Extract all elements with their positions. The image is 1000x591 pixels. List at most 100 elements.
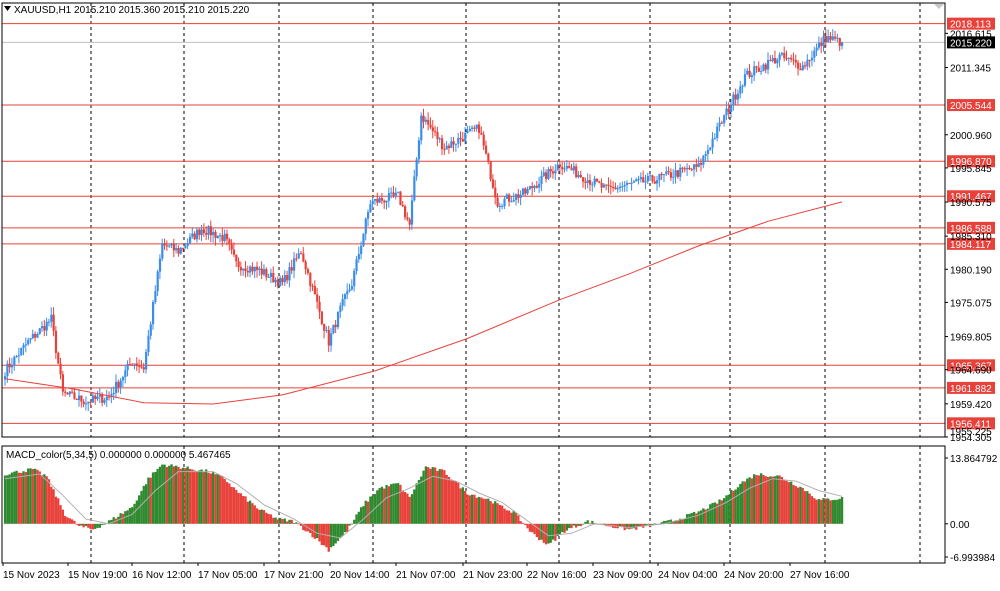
candle-body xyxy=(147,335,150,352)
candle-body xyxy=(563,168,566,170)
candle-body xyxy=(582,177,585,182)
candle-body xyxy=(570,168,573,171)
candle-body xyxy=(757,67,760,72)
macd-bar xyxy=(22,471,25,524)
candle-body xyxy=(209,226,212,236)
candle-body xyxy=(279,277,282,287)
macd-bar xyxy=(163,464,166,524)
candle-body xyxy=(827,36,830,42)
macd-bar xyxy=(68,518,71,524)
candle-body xyxy=(575,166,578,178)
macd-bar xyxy=(750,478,754,524)
macd-bar xyxy=(313,523,317,539)
time-tick-label: 15 Nov 19:00 xyxy=(68,570,128,581)
candle-body xyxy=(214,231,217,238)
candle-body xyxy=(36,334,39,338)
macd-bar xyxy=(131,507,134,524)
candle-body xyxy=(815,47,818,51)
candle-body xyxy=(80,395,83,402)
macd-bar xyxy=(380,486,384,524)
candle-body xyxy=(66,392,69,395)
candle-body xyxy=(131,364,134,366)
macd-bar xyxy=(255,508,259,524)
candle-body xyxy=(699,163,703,165)
candle-body xyxy=(369,204,372,213)
macd-bar xyxy=(177,466,180,524)
candle-body xyxy=(556,164,559,171)
time-tick-label: 21 Nov 23:00 xyxy=(463,570,523,581)
macd-bar xyxy=(815,499,818,524)
candle-body xyxy=(625,182,629,185)
candle-body xyxy=(656,180,659,184)
level-label-box xyxy=(947,237,995,250)
macd-bar xyxy=(755,475,758,524)
macd-bar xyxy=(20,472,23,524)
candle-body xyxy=(528,186,532,190)
level-label-box xyxy=(947,359,995,372)
macd-bar xyxy=(549,523,552,543)
candle-body xyxy=(325,329,328,331)
candle-body xyxy=(457,138,460,144)
candle-body xyxy=(288,267,291,281)
macd-bar xyxy=(780,477,784,524)
candle-body xyxy=(434,131,437,133)
macd-bar xyxy=(422,470,425,524)
candle-body xyxy=(154,291,157,302)
candle-body xyxy=(792,59,795,61)
candle-body xyxy=(658,173,661,181)
candle-body xyxy=(265,269,268,278)
candle-body xyxy=(341,299,344,306)
candle-body xyxy=(829,36,832,40)
candle-body xyxy=(96,396,99,399)
candle-body xyxy=(718,122,721,127)
macd-bar xyxy=(827,498,830,524)
macd-bar xyxy=(813,498,816,524)
macd-bar xyxy=(551,523,555,540)
chart-header[interactable]: XAUUSD,H1 2015.210 2015.360 2015.210 201… xyxy=(4,5,250,16)
macd-bar xyxy=(727,494,730,524)
macd-bar xyxy=(10,472,14,524)
candle-body xyxy=(672,176,675,178)
shift-marker-icon[interactable] xyxy=(934,4,944,9)
macd-bar xyxy=(17,472,21,524)
macd-bar xyxy=(170,464,173,524)
level-label: 1956.411 xyxy=(950,419,991,430)
macd-bar xyxy=(565,523,569,531)
macd-bar xyxy=(790,481,793,524)
macd-bar xyxy=(660,522,663,524)
macd-bar xyxy=(526,523,529,529)
candle-body xyxy=(334,324,337,328)
candle-body xyxy=(491,179,495,188)
candle-body xyxy=(260,268,263,275)
candle-body xyxy=(609,185,612,187)
macd-bar xyxy=(378,488,381,524)
macd-bar xyxy=(424,466,428,524)
candle-body xyxy=(237,261,240,268)
candle-body xyxy=(607,184,610,186)
candle-body xyxy=(401,204,404,207)
macd-bar xyxy=(496,503,499,524)
candle-body xyxy=(817,42,821,48)
price-tick-label: 2016.615 xyxy=(950,29,992,40)
candle-body xyxy=(390,192,393,194)
candle-body xyxy=(297,253,300,259)
candle-body xyxy=(410,200,414,225)
dropdown-triangle-icon[interactable] xyxy=(4,6,11,11)
candle-body xyxy=(170,243,173,246)
macd-bar xyxy=(52,489,55,524)
candle-body xyxy=(801,65,804,71)
macd-bar xyxy=(572,523,575,526)
macd-bar xyxy=(262,510,266,524)
candle-body xyxy=(43,326,46,331)
candle-body xyxy=(762,64,765,72)
candle-body xyxy=(249,266,252,273)
candle-body xyxy=(223,233,226,241)
macd-bar xyxy=(142,485,145,524)
macd-bar xyxy=(447,476,451,524)
candle-body xyxy=(244,268,247,272)
candle-body xyxy=(149,324,152,336)
macd-bar xyxy=(383,488,386,524)
candle-body xyxy=(820,42,823,46)
macd-bar xyxy=(369,496,372,524)
